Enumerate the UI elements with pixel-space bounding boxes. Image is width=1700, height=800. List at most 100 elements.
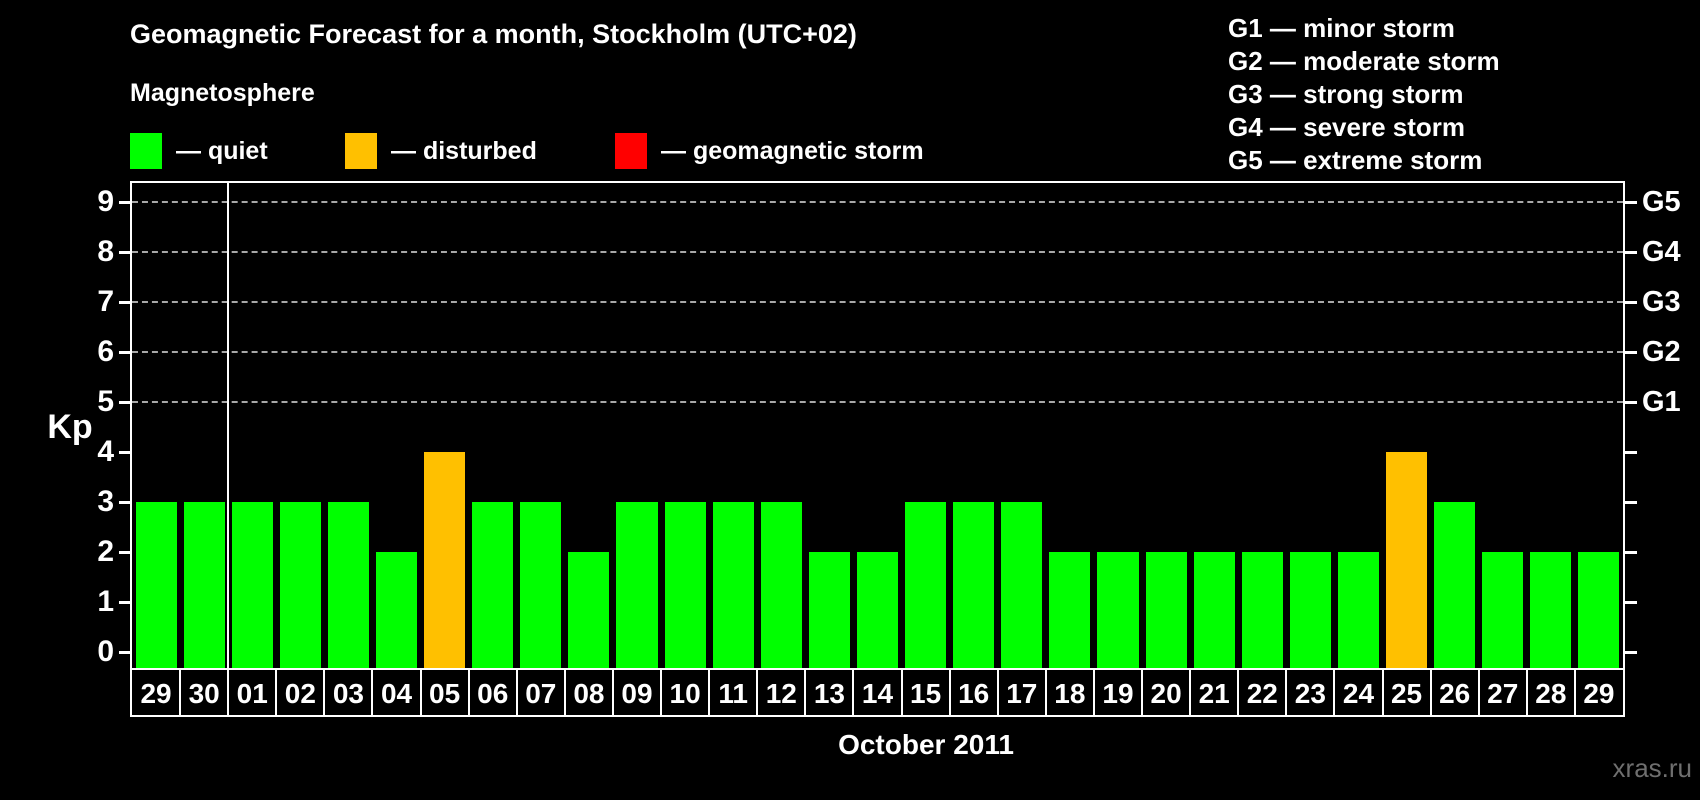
day-separator bbox=[179, 670, 182, 715]
y-axis-tick-label-8: 8 bbox=[97, 235, 114, 268]
x-axis-day-labels: 29 30 01 02 03 04 05 06 07 08 09 10 11 12 13 14 15 16 17 18… bbox=[130, 668, 1625, 717]
gridline-kp-8 bbox=[132, 251, 1623, 253]
kp-bar-day-28 bbox=[1530, 552, 1572, 668]
day-label-oct-11: 11 bbox=[718, 678, 748, 709]
day-separator bbox=[900, 670, 903, 715]
day-separator bbox=[275, 670, 278, 715]
kp-bar-day-24 bbox=[1337, 552, 1379, 668]
day-label-oct-17: 17 bbox=[1006, 678, 1038, 709]
day-separator bbox=[563, 670, 566, 715]
kp-bar-day-21 bbox=[1193, 552, 1235, 668]
left-tick-kp-2 bbox=[119, 550, 131, 554]
y-axis-tick-label-9: 9 bbox=[97, 185, 114, 218]
kp-bar-day-25 bbox=[1386, 452, 1428, 668]
month-label: October 2011 bbox=[838, 729, 1014, 760]
day-separator bbox=[1525, 670, 1528, 715]
y-axis-tick-label-4: 4 bbox=[97, 435, 114, 468]
day-separator bbox=[660, 670, 663, 715]
legend-item-storm: — geomagnetic storm bbox=[615, 133, 924, 169]
disturbed-color-swatch bbox=[345, 133, 377, 169]
day-label-oct-10: 10 bbox=[669, 678, 701, 709]
day-separator bbox=[1381, 670, 1384, 715]
day-separator bbox=[996, 670, 999, 715]
storm-scale-g2: G2 — moderate storm bbox=[1228, 46, 1500, 76]
day-separator bbox=[1429, 670, 1432, 715]
kp-bar-day-12 bbox=[760, 502, 802, 668]
left-tick-kp-9 bbox=[119, 200, 131, 204]
day-label-oct-12: 12 bbox=[765, 678, 797, 709]
day-separator bbox=[467, 670, 470, 715]
magnetosphere-label: Magnetosphere bbox=[130, 79, 315, 107]
day-separator bbox=[1237, 670, 1240, 715]
kp-bar-day-19 bbox=[1097, 552, 1139, 668]
legend-label-storm: — geomagnetic storm bbox=[661, 136, 924, 165]
left-tick-kp-4 bbox=[119, 450, 131, 454]
kp-bar-day-26 bbox=[1434, 502, 1476, 668]
day-separator bbox=[419, 670, 422, 715]
kp-bar-day-04 bbox=[375, 552, 418, 668]
day-label-oct-14: 14 bbox=[861, 678, 894, 709]
right-tick-kp-1 bbox=[1625, 600, 1637, 604]
kp-bar-day-18 bbox=[1049, 552, 1091, 668]
left-tick-kp-0 bbox=[119, 650, 131, 654]
watermark: xras.ru bbox=[1612, 753, 1692, 783]
kp-bar-day-16 bbox=[953, 502, 995, 668]
gridline-kp-7 bbox=[132, 301, 1623, 303]
right-tick-kp-0 bbox=[1625, 650, 1637, 654]
kp-bar-day-09 bbox=[616, 502, 658, 668]
day-separator bbox=[515, 670, 518, 715]
day-separator bbox=[227, 670, 230, 715]
day-label-oct-06: 06 bbox=[477, 678, 509, 709]
right-tick-kp-9 bbox=[1625, 200, 1637, 204]
day-separator bbox=[804, 670, 807, 715]
kp-bar-day-29 bbox=[1578, 552, 1620, 668]
day-label-oct-08: 08 bbox=[573, 678, 605, 709]
day-label-oct-02: 02 bbox=[284, 678, 316, 709]
y-axis-tick-label-7: 7 bbox=[97, 285, 114, 318]
legend-label-quiet: — quiet bbox=[176, 136, 268, 165]
day-separator bbox=[1189, 670, 1192, 715]
storm-scale-g5: G5 — extreme storm bbox=[1228, 145, 1483, 175]
y-axis-tick-label-2: 2 bbox=[97, 535, 114, 568]
kp-bar-day-03 bbox=[327, 502, 369, 668]
day-label-oct-18: 18 bbox=[1054, 678, 1086, 709]
kp-bar-day-22 bbox=[1241, 552, 1283, 668]
day-label-oct-28: 28 bbox=[1535, 678, 1567, 709]
kp-bar-day-13 bbox=[808, 552, 850, 668]
right-tick-kp-8 bbox=[1625, 250, 1637, 254]
kp-bar-day-01 bbox=[231, 502, 273, 668]
day-separator bbox=[1333, 670, 1336, 715]
y-axis-tick-label-6: 6 bbox=[97, 335, 114, 368]
kp-bar-day-15 bbox=[905, 502, 947, 668]
kp-bar-day-06 bbox=[472, 502, 514, 668]
right-tick-kp-5 bbox=[1625, 400, 1637, 404]
right-tick-kp-2 bbox=[1625, 550, 1637, 554]
kp-bar-day-14 bbox=[856, 552, 899, 668]
storm-scale-g3: G3 — strong storm bbox=[1228, 79, 1464, 109]
day-label-oct-25: 25 bbox=[1390, 678, 1423, 709]
right-tick-kp-3 bbox=[1625, 500, 1637, 504]
right-axis-label-g1: G1 bbox=[1642, 386, 1681, 418]
day-separator bbox=[1573, 670, 1576, 715]
day-label-sep-30: 30 bbox=[188, 678, 220, 709]
kp-bar-day-23 bbox=[1289, 552, 1331, 668]
day-label-oct-04: 04 bbox=[380, 678, 413, 709]
legend-item-quiet: — quiet bbox=[130, 133, 268, 169]
day-separator bbox=[708, 670, 711, 715]
kp-bar-day-08 bbox=[568, 552, 610, 668]
day-label-oct-27: 27 bbox=[1487, 678, 1519, 709]
month-boundary-line bbox=[227, 183, 230, 668]
kp-bar-day-17 bbox=[1001, 502, 1043, 668]
day-label-oct-20: 20 bbox=[1150, 678, 1182, 709]
day-label-oct-05: 05 bbox=[429, 678, 461, 709]
left-tick-kp-1 bbox=[119, 600, 131, 604]
day-separator bbox=[1285, 670, 1288, 715]
day-separator bbox=[948, 670, 951, 715]
day-label-oct-16: 16 bbox=[958, 678, 990, 709]
page-title: Geomagnetic Forecast for a month, Stockh… bbox=[130, 19, 857, 49]
day-label-oct-29: 29 bbox=[1583, 678, 1615, 709]
day-label-oct-23: 23 bbox=[1294, 678, 1326, 709]
right-tick-kp-4 bbox=[1625, 450, 1637, 454]
legend-label-disturbed: — disturbed bbox=[391, 136, 537, 165]
